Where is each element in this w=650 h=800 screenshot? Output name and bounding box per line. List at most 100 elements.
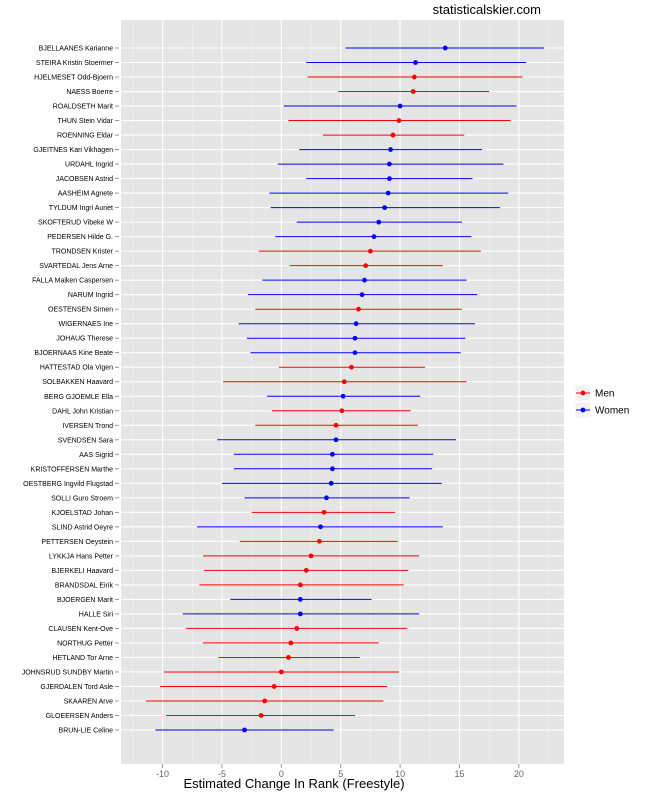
- estimate-point: [411, 74, 417, 80]
- x-tick-label: 0: [279, 769, 284, 779]
- y-axis-label: BJERKELI Haavard: [52, 568, 114, 575]
- data-row: [322, 132, 465, 138]
- data-row: [204, 567, 409, 573]
- estimate-point: [410, 89, 416, 94]
- y-axis-label: CLAUSEN Kent-Ove: [48, 626, 113, 633]
- data-row: [299, 147, 483, 152]
- y-axis-label: JACOBSEN Astrid: [56, 176, 113, 183]
- estimate-point: [258, 713, 264, 718]
- data-row: [250, 350, 461, 356]
- data-row: [233, 466, 433, 472]
- watermark: statisticalskier.com: [433, 2, 541, 17]
- x-tick-label: 20: [514, 769, 524, 779]
- y-axis-label: FALLA Maiken Caspersen: [32, 278, 113, 285]
- x-axis: -10 -5 0 5 10 15 20: [156, 764, 524, 779]
- y-axis-label: IVERSEN Trond: [62, 423, 113, 430]
- estimate-point: [330, 466, 335, 472]
- estimate-point: [362, 277, 367, 283]
- estimate-point: [353, 321, 359, 327]
- estimate-point: [271, 684, 277, 689]
- data-row: [283, 103, 517, 109]
- x-tick-label: 15: [454, 769, 464, 779]
- estimate-point: [318, 524, 323, 530]
- legend-label: Men: [595, 389, 614, 400]
- y-axis-label: SKOFTERUD Vibeke W: [38, 220, 113, 227]
- y-axis-label: TYLDUM Ingri Aunet: [49, 205, 113, 212]
- data-row: [155, 727, 334, 733]
- y-axis-label: WIGERNAES Ine: [59, 321, 114, 328]
- estimate-point: [390, 132, 396, 138]
- y-axis-label: HATTESTAD Ola Vigen: [40, 365, 113, 372]
- data-row: [202, 640, 379, 646]
- x-axis-title: Estimated Change In Rank (Freestyle): [183, 776, 404, 791]
- y-axis-label: AAS Sigrid: [79, 452, 113, 459]
- data-row: [166, 713, 355, 718]
- y-axis-label: KJOELSTAD Johan: [52, 510, 113, 517]
- estimate-point: [333, 422, 339, 428]
- x-tick-label: 10: [395, 769, 405, 779]
- y-axis-label: SOLBAKKEN Haavard: [42, 379, 113, 386]
- data-row: [238, 321, 475, 327]
- data-row: [278, 364, 426, 370]
- legend-point: [580, 390, 586, 396]
- estimate-point: [330, 451, 335, 457]
- legend: Men Women: [572, 384, 634, 420]
- data-row: [160, 684, 388, 689]
- y-axis-label: SOLLI Guro Stroem: [51, 495, 113, 502]
- y-axis-label: LYKKJA Hans Petter: [49, 553, 114, 560]
- estimate-point: [297, 582, 303, 588]
- y-axis-label: URDAHL Ingrid: [65, 162, 113, 169]
- y-axis-label: BERG GJOEMLE Ella: [44, 394, 113, 401]
- y-axis-label: STEIRA Kristin Stoermer: [36, 60, 114, 67]
- plot-panel: [121, 20, 564, 764]
- estimate-point: [262, 698, 268, 704]
- y-axis-label: OESTENSEN Simen: [48, 307, 113, 314]
- data-row: [186, 626, 408, 631]
- y-axis-label: HETLAND Tor Arne: [52, 655, 113, 662]
- y-axis-label: BJELLAANES Karianne: [39, 46, 113, 53]
- y-axis-label: SLIND Astrid Oeyre: [52, 524, 113, 531]
- estimate-point: [352, 335, 358, 341]
- data-row: [288, 118, 511, 123]
- estimate-point: [368, 248, 373, 254]
- estimate-point: [340, 393, 346, 399]
- estimate-point: [387, 161, 392, 167]
- y-axis-label: PETTERSEN Oeystein: [41, 539, 113, 546]
- legend-point: [580, 407, 586, 413]
- estimate-point: [442, 45, 448, 51]
- estimate-point: [286, 655, 291, 660]
- y-axis-label: JOHAUG Therese: [56, 336, 113, 343]
- data-row: [182, 611, 420, 617]
- estimate-point: [376, 219, 382, 225]
- y-axis-label: THUN Stein Vidar: [57, 118, 113, 125]
- y-axis-label: TRONDSEN Krister: [52, 249, 114, 256]
- y-axis-label: NORTHUG Petter: [57, 640, 114, 647]
- data-row: [230, 597, 372, 602]
- x-tick-label: -5: [218, 769, 226, 779]
- data-row: [345, 45, 544, 51]
- data-series: [145, 45, 544, 733]
- data-row: [163, 669, 399, 675]
- y-axis-label: BRUN-LIE Celine: [59, 728, 114, 735]
- estimate-point: [288, 640, 294, 646]
- estimate-point: [303, 567, 309, 573]
- estimate-point: [397, 103, 403, 109]
- y-axis-label: BRANDSDAL Eirik: [55, 582, 114, 589]
- data-row: [296, 219, 462, 225]
- data-row: [217, 437, 456, 443]
- x-tick-label: 5: [338, 769, 343, 779]
- y-axis-label: ROENNING Eldar: [57, 133, 114, 140]
- data-row: [289, 263, 443, 269]
- estimate-point: [382, 205, 388, 211]
- data-row: [270, 205, 500, 211]
- y-axis-label: DAHL John Kristian: [52, 408, 113, 415]
- data-row: [239, 538, 398, 544]
- data-row: [306, 60, 526, 65]
- data-row: [202, 553, 420, 559]
- y-axis-label: GJERDALEN Tord Asle: [40, 684, 113, 691]
- legend-label: Women: [595, 406, 629, 417]
- data-row: [306, 176, 473, 181]
- y-axis-label: SVARTEDAL Jens Arne: [39, 263, 113, 270]
- data-row: [255, 422, 418, 428]
- x-tick-label: -10: [156, 769, 169, 779]
